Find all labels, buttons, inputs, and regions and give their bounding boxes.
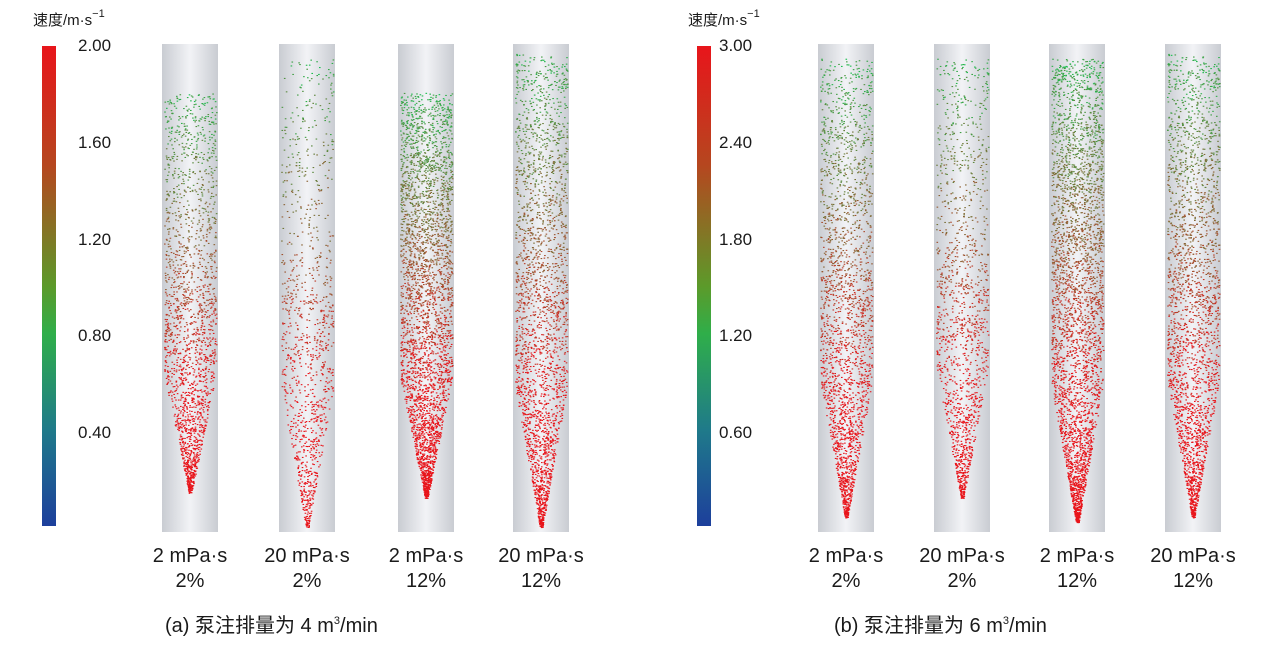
colorbar	[42, 46, 56, 526]
column-label: 2 mPa·s 12%	[388, 545, 464, 592]
colorbar-tick: 1.20	[719, 326, 753, 345]
simulation-column	[279, 44, 335, 532]
colorbar-tick: 3.00	[719, 36, 753, 55]
colorbar-tick: 2.40	[719, 133, 753, 152]
simulation-column	[818, 44, 874, 532]
colorbar-tick: 1.60	[78, 133, 112, 152]
colorbar-title: 速度/m·s−1	[688, 8, 760, 29]
column-label: 20 mPa·s 12%	[1150, 545, 1236, 592]
particle-cloud	[1051, 58, 1105, 524]
particle-cloud	[400, 92, 454, 499]
column-label: 20 mPa·s 2%	[919, 545, 1005, 592]
panel-caption: (b) 泵注排量为 6 m3/min	[834, 615, 1047, 637]
colorbar-title: 速度/m·s−1	[33, 8, 105, 29]
wellbore-tube	[1049, 44, 1105, 532]
panel-b: 速度/m·s−1 3.00 2.40 1.80 1.20 0.60 2 mPa·…	[636, 0, 1271, 649]
particle-cloud	[936, 58, 990, 499]
column-label: 20 mPa·s 2%	[264, 545, 350, 592]
colorbar-tick: 2.00	[78, 36, 112, 55]
simulation-column	[162, 44, 218, 532]
simulation-column	[1049, 44, 1105, 532]
column-label: 2 mPa·s 2%	[808, 545, 884, 592]
simulation-column	[934, 44, 990, 532]
column-label: 2 mPa·s 12%	[1039, 545, 1115, 592]
simulation-column	[513, 44, 569, 532]
particle-cloud	[820, 58, 874, 519]
column-label: 20 mPa·s 12%	[498, 545, 584, 592]
colorbar-tick: 0.40	[78, 423, 112, 442]
colorbar-tick: 1.80	[719, 230, 753, 249]
simulation-column	[398, 44, 454, 532]
particle-cloud	[515, 53, 569, 529]
simulation-column	[1165, 44, 1221, 532]
colorbar-tick: 0.60	[719, 423, 753, 442]
particle-cloud	[164, 93, 218, 494]
panel-caption: (a) 泵注排量为 4 m3/min	[165, 615, 378, 637]
particle-cloud	[1167, 53, 1221, 519]
colorbar-tick: 0.80	[78, 326, 112, 345]
colorbar-tick: 1.20	[78, 230, 112, 249]
particle-cloud	[281, 59, 335, 528]
column-label: 2 mPa·s 2%	[152, 545, 228, 592]
colorbar	[697, 46, 711, 526]
panel-a: 速度/m·s−1 2.00 1.60 1.20 0.80 0.40 2 mPa·…	[33, 8, 584, 637]
